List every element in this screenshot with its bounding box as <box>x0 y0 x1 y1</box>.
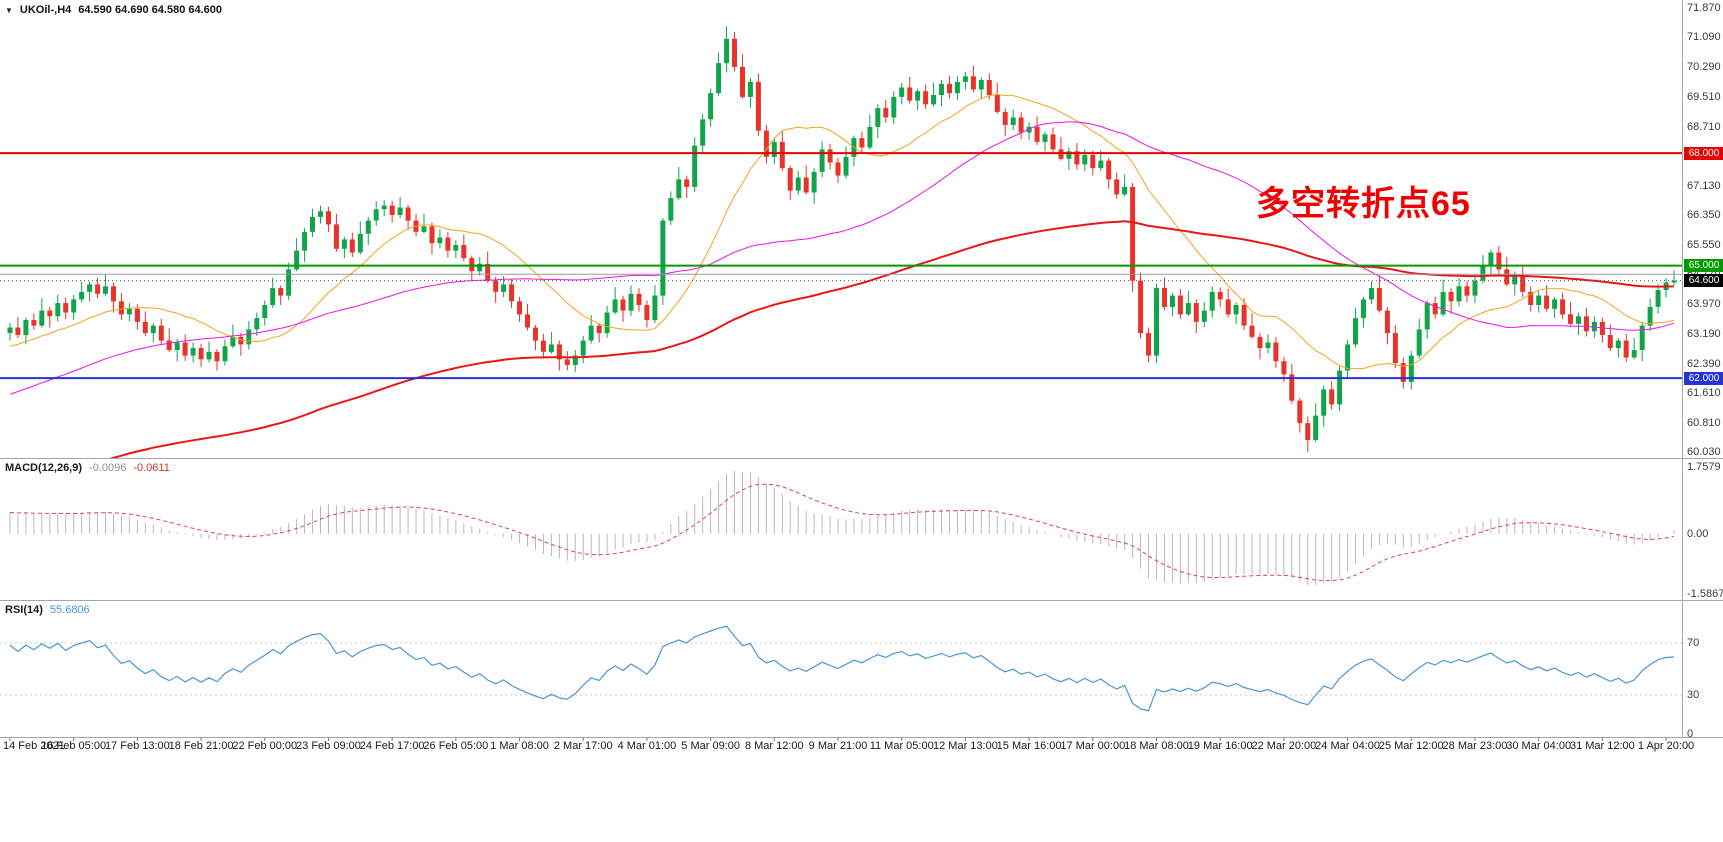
macd-axis-label: 0.00 <box>1687 527 1709 540</box>
time-axis-label: 17 Mar 00:00 <box>1060 740 1126 752</box>
time-axis-label: 16 Feb 05:00 <box>41 740 107 752</box>
macd-indicator-header: MACD(12,26,9) -0.0096 -0.0611 <box>5 462 170 474</box>
time-axis-label: 9 Mar 21:00 <box>808 740 868 752</box>
price-axis-label: 71.090 <box>1687 31 1721 44</box>
current-price-badge: 64.600 <box>1684 274 1723 288</box>
time-axis-label: 4 Mar 01:00 <box>617 740 677 752</box>
price-axis-label: 69.510 <box>1687 90 1721 103</box>
price-axis-label: 63.970 <box>1687 298 1721 311</box>
moving-average-16 <box>9 93 1675 370</box>
rsi-name: RSI(14) <box>5 604 43 616</box>
price-axis-label: 60.810 <box>1687 416 1721 429</box>
macd-main-value: -0.0096 <box>89 462 127 474</box>
macd-axis-label: 1.7579 <box>1687 461 1721 473</box>
quote-ohlc-values: 64.590 64.690 64.580 64.600 <box>78 4 223 16</box>
price-axis-label: 67.130 <box>1687 179 1721 192</box>
moving-average-130 <box>109 220 1675 458</box>
price-axis-label: 65.550 <box>1687 239 1721 251</box>
rsi-axis-label: 70 <box>1687 637 1700 649</box>
price-axis-label: 62.390 <box>1687 357 1721 370</box>
macd-signal-value: -0.0611 <box>133 462 170 474</box>
moving-average-48 <box>9 121 1675 395</box>
time-axis-label: 17 Feb 13:00 <box>104 740 170 752</box>
time-axis-label: 28 Mar 23:00 <box>1442 740 1508 752</box>
time-axis-label: 22 Feb 00:00 <box>232 740 298 752</box>
symbol-ohlc-header: ▼ UKOil-,H4 64.590 64.690 64.580 64.600 <box>5 4 222 16</box>
price-axis-label: 70.290 <box>1687 61 1721 74</box>
time-axis-label: 15 Mar 16:00 <box>996 740 1062 752</box>
rsi-value: 55.6806 <box>49 604 90 616</box>
symbol-marker-icon: ▼ <box>5 5 13 15</box>
rsi-indicator-header: RSI(14) 55.6806 <box>5 604 90 616</box>
time-axis-label: 19 Mar 16:00 <box>1187 740 1253 752</box>
macd-axis-label: -1.5867 <box>1687 588 1723 600</box>
time-axis-label: 2 Mar 17:00 <box>553 740 613 752</box>
price-axis-label: 60.030 <box>1687 446 1721 458</box>
time-axis-label: 1 Mar 08:00 <box>490 740 549 752</box>
macd-name: MACD(12,26,9) <box>5 462 83 474</box>
macd-signal-line <box>9 483 1675 582</box>
rsi-line <box>9 625 1675 712</box>
time-axis-label: 24 Mar 04:00 <box>1315 740 1380 752</box>
price-axis-label: 66.350 <box>1687 209 1721 221</box>
price-axis-label: 68.710 <box>1687 120 1721 133</box>
time-axis-label: 8 Mar 12:00 <box>744 740 804 752</box>
time-axis-label: 18 Mar 08:00 <box>1124 740 1189 752</box>
time-axis-label: 24 Feb 17:00 <box>359 740 425 752</box>
time-axis-label: 14 Feb 2021 <box>3 740 65 752</box>
annotation-text[interactable]: 多空转折点65 <box>1256 185 1471 223</box>
time-axis-label: 5 Mar 09:00 <box>681 740 740 752</box>
price-level-badge: 68.000 <box>1684 146 1723 160</box>
time-axis-label: 31 Mar 12:00 <box>1569 740 1635 752</box>
price-level-badge: 65.000 <box>1684 259 1723 273</box>
price-axis-label: 71.870 <box>1687 2 1721 14</box>
time-axis-label: 26 Feb 05:00 <box>423 740 489 752</box>
time-axis-label: 25 Mar 12:00 <box>1378 740 1444 752</box>
time-axis-label: 18 Feb 21:00 <box>168 740 234 752</box>
time-axis-label: 12 Mar 13:00 <box>932 740 998 752</box>
macd-histogram <box>9 471 1675 586</box>
time-axis-label: 30 Mar 04:00 <box>1506 740 1572 752</box>
rsi-axis-label: 0 <box>1687 728 1694 740</box>
time-axis-label: 22 Mar 20:00 <box>1251 740 1317 752</box>
candles <box>7 26 1677 452</box>
time-axis-label: 1 Apr 20:00 <box>1637 740 1695 752</box>
time-axis-label: 11 Mar 05:00 <box>869 740 934 752</box>
time-axis-label: 23 Feb 09:00 <box>296 740 361 752</box>
price-axis-label: 61.610 <box>1687 386 1721 399</box>
price-axis-label: 63.190 <box>1687 327 1721 340</box>
rsi-axis-label: 30 <box>1687 689 1700 701</box>
symbol-timeframe-label: UKOil-,H4 <box>19 4 72 16</box>
price-level-badge: 62.000 <box>1684 371 1723 385</box>
